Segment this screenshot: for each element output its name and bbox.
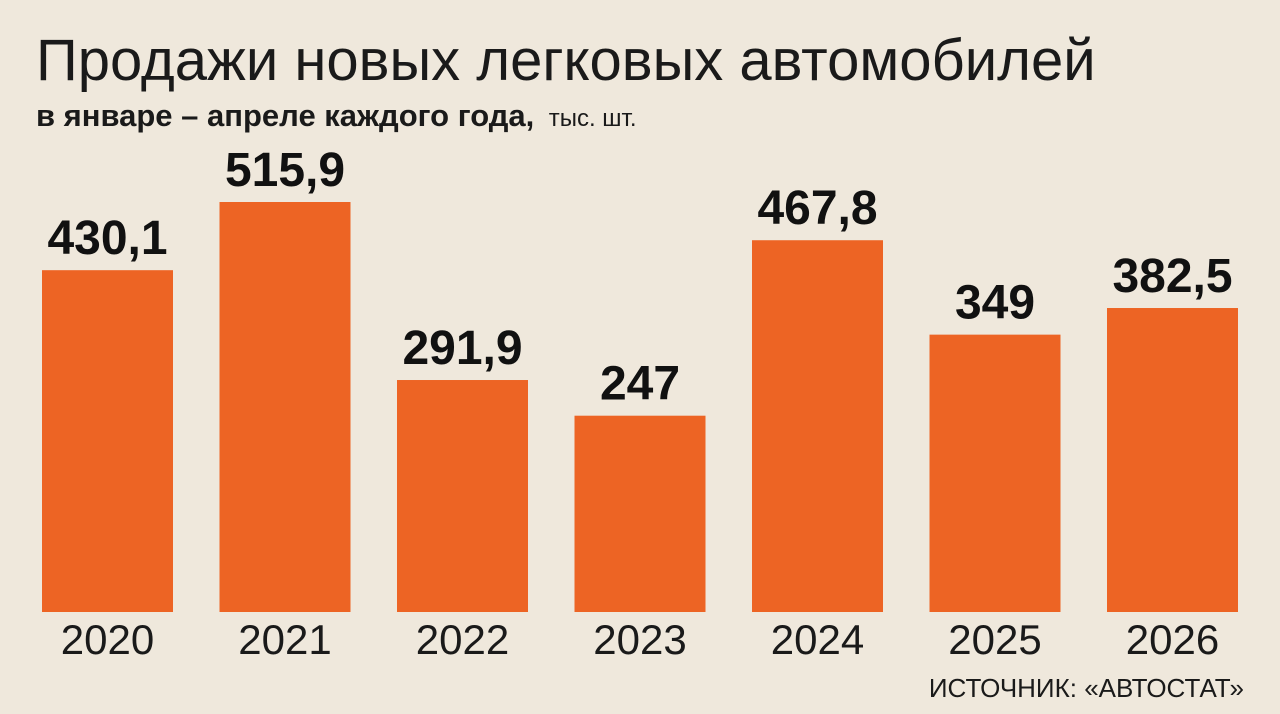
value-label-2026: 382,5 (1112, 250, 1232, 303)
value-label-2025: 349 (955, 277, 1035, 330)
value-label-2021: 515,9 (225, 144, 345, 197)
value-label-2024: 467,8 (757, 182, 877, 235)
bar-2025 (929, 334, 1061, 612)
source-note: ИСТОЧНИК: «АВТОСТАТ» (929, 673, 1244, 703)
category-label-2023: 2023 (593, 616, 686, 663)
chart-subtitle-line: в январе – апреле каждого года, тыс. шт. (36, 98, 637, 133)
bar-2020 (42, 270, 173, 612)
category-label-2020: 2020 (61, 616, 154, 663)
bar-2021 (219, 202, 351, 612)
chart-unit: тыс. шт. (549, 105, 637, 132)
category-label-2024: 2024 (771, 616, 864, 663)
bars-group (42, 202, 1238, 613)
chart-title: Продажи новых легковых автомобилей (36, 28, 1096, 93)
value-labels-group: 430,1 515,9 291,9 247 467,8 349 382,5 (47, 144, 1232, 411)
value-label-2020: 430,1 (47, 212, 167, 265)
bar-2024 (752, 240, 883, 613)
chart-subtitle: в январе – апреле каждого года, (36, 98, 534, 133)
bar-2022 (397, 380, 528, 612)
category-label-2025: 2025 (948, 616, 1041, 663)
category-label-2021: 2021 (238, 616, 331, 663)
bar-2023 (574, 415, 706, 612)
value-label-2022: 291,9 (402, 322, 522, 375)
category-labels-group: 2020 2021 2022 2023 2024 2025 2026 (61, 616, 1219, 663)
category-label-2022: 2022 (416, 616, 509, 663)
value-label-2023: 247 (600, 358, 680, 411)
category-label-2026: 2026 (1126, 616, 1219, 663)
bar-2026 (1107, 308, 1238, 612)
